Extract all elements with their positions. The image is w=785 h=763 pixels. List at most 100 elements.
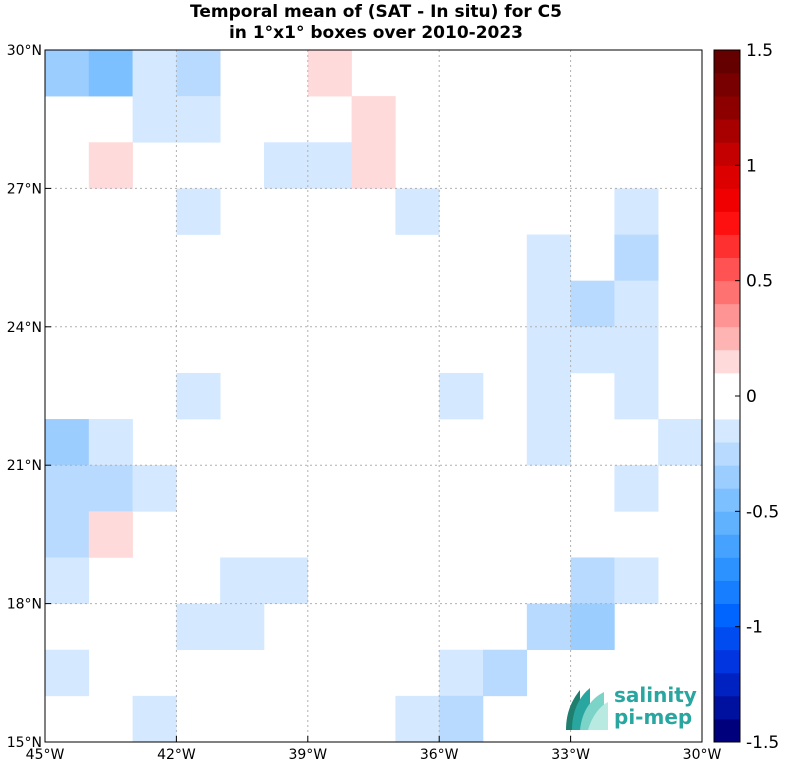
- colorbar-segment: [714, 672, 740, 697]
- y-axis-ticks: 15°N 18°N 21°N 24°N 27°N 30°N: [7, 43, 51, 751]
- colorbar-tick-label: -0.5: [746, 502, 779, 522]
- colorbar-segment: [714, 695, 740, 720]
- heatmap-cell: [45, 419, 90, 466]
- heatmap-cell: [132, 465, 177, 512]
- heatmap-cell: [45, 649, 90, 697]
- heatmap-cell: [614, 234, 659, 281]
- salinity-pi-mep-logo: salinity pi-mep: [566, 683, 697, 730]
- heatmap-cell: [176, 603, 221, 651]
- colorbar-segment: [714, 372, 740, 397]
- y-tick-label: 21°N: [7, 458, 42, 474]
- heatmap-cell: [570, 326, 615, 374]
- colorbar-tick-label: 1.5: [746, 41, 773, 61]
- colorbar-tick-label: -1: [746, 618, 763, 638]
- colorbar-segment: [714, 534, 740, 558]
- colorbar-tick-label: 1: [746, 156, 757, 176]
- colorbar-segment: [714, 280, 740, 305]
- colorbar-segment: [714, 603, 740, 628]
- heatmap-cell: [439, 372, 484, 420]
- heatmap-cell: [439, 695, 484, 743]
- x-tick-label: 45°W: [26, 747, 65, 763]
- colorbar-segment: [714, 326, 740, 351]
- heatmap-cell: [614, 557, 659, 604]
- colorbar-segment: [714, 234, 740, 258]
- heatmap-cell: [570, 280, 615, 328]
- colorbar-segment: [714, 488, 740, 512]
- heatmap-cell: [88, 142, 133, 189]
- colorbar-segment: [714, 442, 740, 466]
- x-tick-label: 39°W: [288, 747, 327, 763]
- colorbar-segment: [714, 557, 740, 581]
- heatmap-cell: [176, 372, 221, 420]
- x-tick-label: 30°W: [683, 747, 722, 763]
- colorbar-segment: [714, 165, 740, 189]
- colorbar-segment: [714, 649, 740, 674]
- heatmap-cell: [570, 557, 615, 604]
- heatmap-cell: [176, 188, 221, 235]
- colorbar-segment: [714, 303, 740, 328]
- colorbar-segment: [714, 188, 740, 212]
- waves-icon: [566, 688, 608, 730]
- heatmap-cell: [88, 419, 133, 466]
- colorbar-segment: [714, 50, 740, 74]
- colorbar-segment: [714, 626, 740, 651]
- heatmap-cell: [45, 50, 90, 97]
- heatmap-cell: [132, 96, 177, 143]
- colorbar: [713, 49, 741, 743]
- heatmap-cell: [614, 465, 659, 512]
- x-axis-ticks: 45°W 42°W 39°W 36°W 33°W 30°W: [26, 736, 722, 763]
- heatmap-cell: [526, 326, 571, 374]
- heatmap-cell: [614, 372, 659, 420]
- grid-lines: [45, 50, 702, 742]
- heatmap-cell: [351, 96, 396, 143]
- map-frame: [44, 49, 703, 743]
- x-tick-label: 36°W: [420, 747, 459, 763]
- heatmap-cell: [526, 234, 571, 281]
- heatmap-cell: [132, 50, 177, 97]
- y-tick-label: 30°N: [7, 43, 42, 59]
- y-tick-label: 15°N: [7, 735, 42, 751]
- y-tick-label: 27°N: [7, 181, 42, 197]
- x-tick-label: 42°W: [157, 747, 196, 763]
- heatmap-cell: [88, 511, 133, 558]
- heatmap-cell: [307, 50, 352, 97]
- heatmap-cell: [483, 649, 528, 697]
- heatmap-cell: [439, 649, 484, 697]
- title-line-1: Temporal mean of (SAT - In situ) for C5: [190, 2, 562, 22]
- heatmap-cell: [176, 50, 221, 97]
- colorbar-segment: [714, 580, 740, 604]
- heatmap-cell: [526, 419, 571, 466]
- colorbar-segment: [714, 73, 740, 97]
- x-tick-label: 33°W: [551, 747, 590, 763]
- colorbar-segment: [714, 257, 740, 282]
- colorbar-segment: [714, 349, 740, 374]
- heatmap-cell: [45, 465, 90, 512]
- heatmap-cell: [395, 695, 440, 743]
- heatmap-cell: [570, 603, 615, 651]
- title-line-2: in 1°x1° boxes over 2010-2023: [229, 23, 523, 43]
- heatmap-cell: [88, 465, 133, 512]
- colorbar-tick-label: -1.5: [746, 733, 779, 753]
- colorbar-segment: [714, 211, 740, 235]
- colorbar-segment: [714, 511, 740, 535]
- heatmap-cell: [614, 280, 659, 328]
- heatmap-cell: [264, 557, 309, 604]
- heatmap-cell: [220, 603, 265, 651]
- logo-text-line-1: salinity: [614, 683, 697, 707]
- heatmap-cells: [45, 50, 703, 743]
- colorbar-tick-label: 0: [746, 387, 757, 407]
- heatmap-cell: [526, 372, 571, 420]
- y-tick-label: 18°N: [7, 597, 42, 613]
- heatmap-cell: [307, 142, 352, 189]
- colorbar-segment: [714, 718, 740, 743]
- colorbar-ticks: 1.5 1 0.5 0 -0.5 -1 -1.5: [735, 41, 779, 753]
- heatmap-cell: [614, 326, 659, 374]
- heatmap-cell: [395, 188, 440, 235]
- heatmap-cell: [176, 96, 221, 143]
- heatmap-cell: [264, 142, 309, 189]
- heatmap-cell: [614, 188, 659, 235]
- colorbar-segment: [714, 396, 740, 420]
- heatmap-cell: [132, 695, 177, 743]
- y-tick-label: 24°N: [7, 320, 42, 336]
